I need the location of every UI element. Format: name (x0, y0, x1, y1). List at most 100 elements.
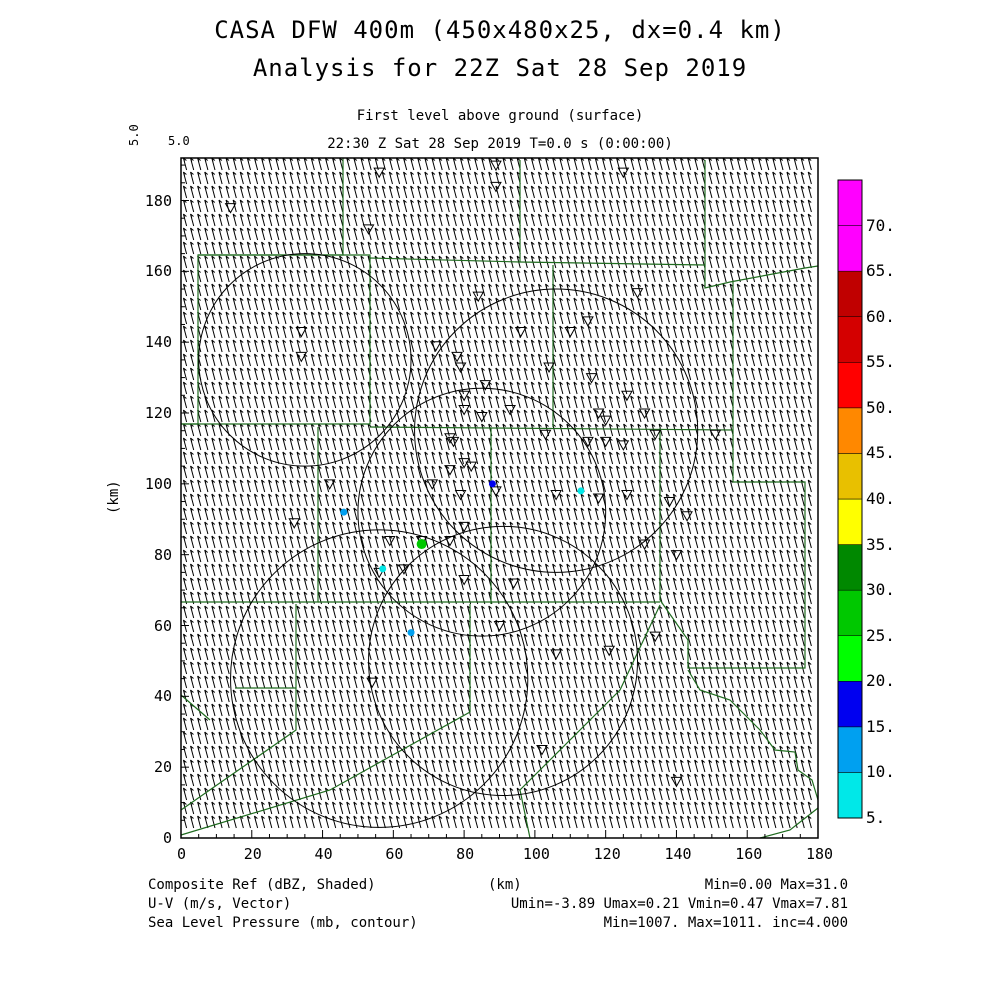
station-marker (649, 429, 662, 441)
wind-vector-field (182, 157, 812, 829)
y-tick-label: 60 (153, 616, 172, 635)
station-marker (444, 536, 456, 547)
station-marker (458, 390, 470, 402)
station-marker (507, 578, 520, 590)
station-marker (373, 567, 386, 579)
station-marker (670, 550, 683, 561)
valid-time: 22:30 Z Sat 28 Sep 2019 T=0.0 s (0:00:00… (327, 136, 673, 152)
footer-stats3: Min=1007. Max=1011. inc=4.000 (603, 915, 848, 931)
colorbar-segment (837, 681, 863, 728)
station-marker (295, 327, 308, 338)
colorbar-label: 5. (866, 808, 886, 827)
reflectivity-echoes (340, 480, 585, 637)
station-marker (514, 327, 527, 338)
station-marker (585, 373, 598, 384)
wind-vectors (182, 157, 812, 829)
colorbar-label: 35. (866, 534, 895, 554)
station-marker (444, 433, 456, 444)
colorbar-segment (837, 362, 863, 409)
colorbar-segment (837, 270, 863, 317)
station-marker (617, 440, 630, 451)
station-marker (458, 574, 470, 586)
station-marker (451, 351, 463, 363)
station-marker (621, 489, 633, 501)
station-marker (539, 429, 552, 441)
station-marker (444, 465, 456, 476)
colorbar-label: 65. (866, 261, 895, 281)
station-marker (592, 408, 605, 420)
colorbar-segment (837, 453, 863, 500)
county-line (180, 604, 297, 811)
x-tick-label: 20 (243, 845, 262, 863)
axis-ticks (180, 164, 819, 839)
radar-range-rings (198, 253, 699, 828)
station-marker (638, 408, 651, 420)
level-label: First level above ground (surface) (356, 108, 644, 124)
station-marker (472, 291, 485, 303)
colorbar-segment (837, 407, 863, 454)
echo-cell (407, 629, 415, 637)
station-marker (398, 564, 410, 575)
footer-field1: Composite Ref (dBZ, Shaded) (148, 877, 376, 893)
colorbar-label: 40. (866, 489, 895, 508)
echo-cell (340, 508, 348, 516)
county-line (519, 604, 661, 839)
station-marker (383, 536, 396, 547)
y-tick-label: 140 (144, 333, 172, 352)
colorbar-segment (837, 544, 863, 591)
station-marker (550, 649, 562, 660)
colorbar-label: 50. (866, 397, 895, 417)
y-tick-label: 20 (153, 758, 172, 777)
county-line (181, 254, 371, 425)
station-marker (490, 181, 502, 193)
county-line (704, 160, 819, 289)
x-tick-label: 160 (735, 845, 763, 863)
x-tick-label: 60 (385, 845, 404, 863)
radar-ring (230, 529, 529, 828)
x-tick-label: 0 (177, 845, 187, 863)
station-marker (681, 511, 693, 522)
footer-field3: Sea Level Pressure (mb, contour) (148, 915, 418, 931)
station-marker (224, 203, 237, 214)
colorbar-frame (837, 179, 863, 819)
station-marker (475, 412, 488, 423)
colorbar-segment (837, 316, 863, 363)
station-marker (543, 362, 555, 373)
station-marker (490, 160, 502, 172)
station-marker (323, 479, 336, 490)
station-marker (638, 539, 651, 551)
station-marker (536, 744, 548, 756)
station-marker (550, 489, 562, 501)
y-tick-label: 80 (153, 545, 172, 564)
colorbar-segment (837, 225, 863, 272)
station-marker (454, 489, 467, 501)
echo-cell (488, 480, 496, 488)
station-marker (295, 351, 308, 363)
colorbar-segment (837, 635, 863, 682)
footer-stats2: Umin=-3.89 Umax=0.21 Vmin=0.47 Vmax=7.81 (510, 896, 848, 912)
station-marker (564, 327, 577, 338)
station-marker (465, 461, 478, 473)
county-line (369, 426, 734, 431)
y-axis-label: (km) (106, 480, 122, 514)
x-tick-label: 80 (456, 845, 475, 863)
station-marker (582, 436, 594, 448)
station-marker (426, 479, 439, 490)
station-marker (458, 404, 470, 416)
radar-ring (414, 288, 699, 573)
station-marker (617, 167, 630, 179)
station-marker (592, 493, 605, 505)
station-marker (599, 436, 612, 448)
county-line (759, 807, 819, 839)
colorbar-label: 20. (866, 671, 895, 691)
colorbar-label: 10. (866, 762, 895, 782)
colorbar-segment (837, 498, 863, 545)
echo-cell (416, 539, 427, 550)
x-tick-label: 180 (806, 845, 834, 863)
station-marker (504, 404, 516, 416)
station-marker (493, 621, 506, 632)
x-tick-label: 100 (522, 845, 550, 863)
x-tick-label: 40 (314, 845, 333, 863)
county-line (180, 694, 211, 721)
colorbar (837, 179, 863, 819)
